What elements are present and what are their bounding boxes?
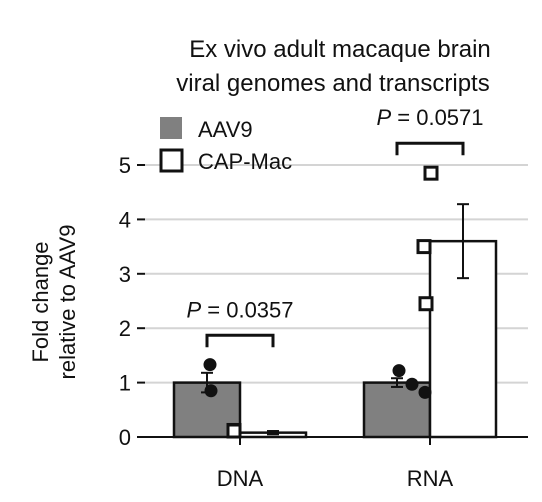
p-value-label-rna: P = 0.0571 xyxy=(376,105,483,130)
p-value-label-dna: P = 0.0357 xyxy=(186,297,293,322)
legend-swatch-aav9 xyxy=(160,117,182,139)
x-tick-label-dna: DNA xyxy=(217,466,264,491)
x-axis-ticks: DNA RNA xyxy=(217,437,454,491)
significance-bracket-dna xyxy=(205,333,275,348)
chart-title-line-1: Ex vivo adult macaque brain xyxy=(189,36,491,63)
y-tick-label-4: 4 xyxy=(119,207,131,232)
point-aav9-rna-3 xyxy=(418,385,432,399)
legend-label-cap-mac: CAP-Mac xyxy=(198,149,292,174)
p-value-symbol-dna: P xyxy=(186,297,201,322)
legend-label-aav9: AAV9 xyxy=(198,117,253,142)
data-points xyxy=(203,165,439,439)
point-aav9-rna-1 xyxy=(392,364,406,378)
y-tick-label-1: 1 xyxy=(119,371,131,396)
y-axis-title-line-1: Fold change xyxy=(28,241,53,362)
point-cap-mac-rna-2 xyxy=(416,239,432,255)
point-cap-mac-rna-3 xyxy=(418,296,434,312)
y-tick-label-0: 0 xyxy=(119,425,131,450)
x-tick-label-rna: RNA xyxy=(407,466,454,491)
y-axis-title-line-2: relative to AAV9 xyxy=(55,225,80,380)
p-value-text-rna: = 0.0571 xyxy=(391,105,483,130)
point-aav9-dna-1 xyxy=(203,358,217,372)
p-value-symbol-rna: P xyxy=(376,105,391,130)
y-axis-ticks: 0 1 2 3 4 5 xyxy=(119,153,145,450)
point-cap-mac-dna-2 xyxy=(226,423,242,439)
significance-bracket-rna xyxy=(395,141,465,156)
legend: AAV9 CAP-Mac xyxy=(159,117,292,174)
point-cap-mac-rna-1 xyxy=(423,165,439,181)
legend-swatch-cap-mac xyxy=(159,148,184,173)
y-axis-title: Fold change relative to AAV9 xyxy=(28,225,80,380)
p-value-text-dna: = 0.0357 xyxy=(201,297,293,322)
y-tick-label-5: 5 xyxy=(119,153,131,178)
y-tick-label-3: 3 xyxy=(119,262,131,287)
chart-title-line-2: viral genomes and transcripts xyxy=(176,70,489,97)
y-tick-label-2: 2 xyxy=(119,316,131,341)
point-aav9-rna-2 xyxy=(405,377,419,391)
point-aav9-dna-2 xyxy=(204,384,218,398)
